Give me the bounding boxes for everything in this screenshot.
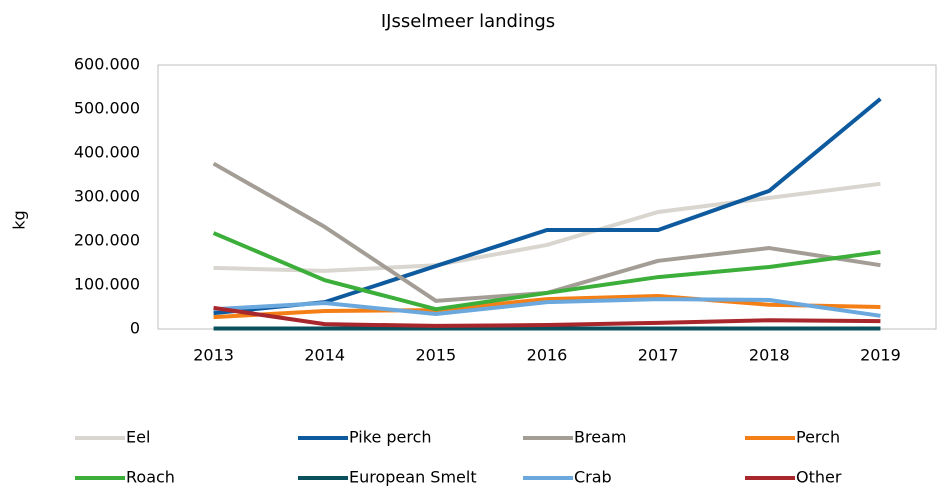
- x-tick-label: 2013: [193, 346, 234, 365]
- x-tick-label: 2016: [527, 346, 568, 365]
- series-line: [213, 181, 881, 273]
- series-line: [213, 305, 881, 328]
- legend-label: Pike perch: [349, 428, 432, 447]
- y-tick-label: 300.000: [74, 187, 140, 206]
- legend-label: Crab: [574, 468, 612, 487]
- series-line: [213, 97, 882, 316]
- y-axis-label: kg: [10, 210, 29, 229]
- chart-title: IJsselmeer landings: [381, 11, 555, 32]
- series-line: [213, 294, 881, 320]
- legend-label: Bream: [574, 428, 626, 447]
- legend-label: Other: [796, 468, 842, 487]
- y-tick-label: 100.000: [74, 275, 140, 294]
- legend-label: Eel: [126, 428, 150, 447]
- x-tick-label: 2014: [304, 346, 345, 365]
- series-line: [212, 231, 881, 312]
- y-tick-label: 200.000: [74, 231, 140, 250]
- legend-label: Perch: [796, 428, 840, 447]
- legend-label: European Smelt: [349, 468, 477, 487]
- x-tick-label: 2015: [415, 346, 456, 365]
- x-tick-label: 2017: [638, 346, 679, 365]
- y-tick-label: 400.000: [74, 143, 140, 162]
- x-tick-label: 2018: [749, 346, 790, 365]
- series-line: [213, 297, 881, 318]
- y-tick-label: 500.000: [74, 99, 140, 118]
- y-tick-label: 600.000: [74, 55, 140, 74]
- y-tick-label: 0: [130, 319, 140, 338]
- x-tick-label: 2019: [860, 346, 901, 365]
- legend-label: Roach: [126, 468, 175, 487]
